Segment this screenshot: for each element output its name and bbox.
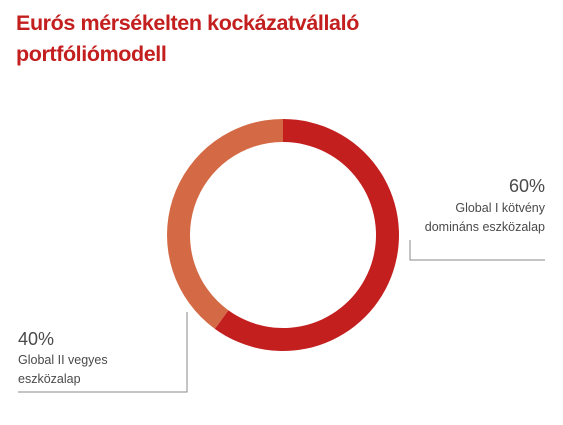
- slice-1-percent-label: 60%: [509, 176, 545, 196]
- slice-1-category-label-line-2: domináns eszközalap: [425, 220, 545, 234]
- slice-2-leader-line: [18, 312, 188, 393]
- donut-slice-1: [214, 119, 399, 351]
- chart-title-line-1: Eurós mérsékelten kockázatvállaló: [16, 11, 359, 35]
- slice-1-category-label-line-1: Global I kötvény: [455, 201, 545, 215]
- slice-2-percent-label: 40%: [18, 329, 54, 349]
- slice-1-leader-line: [409, 240, 545, 261]
- chart-title-line-2: portfóliómodell: [16, 42, 167, 66]
- chart-title: Eurós mérsékelten kockázatvállaló portfó…: [16, 8, 436, 70]
- slice-2-category-label-line-1: Global II vegyes: [18, 353, 108, 367]
- slice-2-category-label-line-2: eszközalap: [18, 372, 81, 386]
- donut-slice-2: [166, 119, 283, 329]
